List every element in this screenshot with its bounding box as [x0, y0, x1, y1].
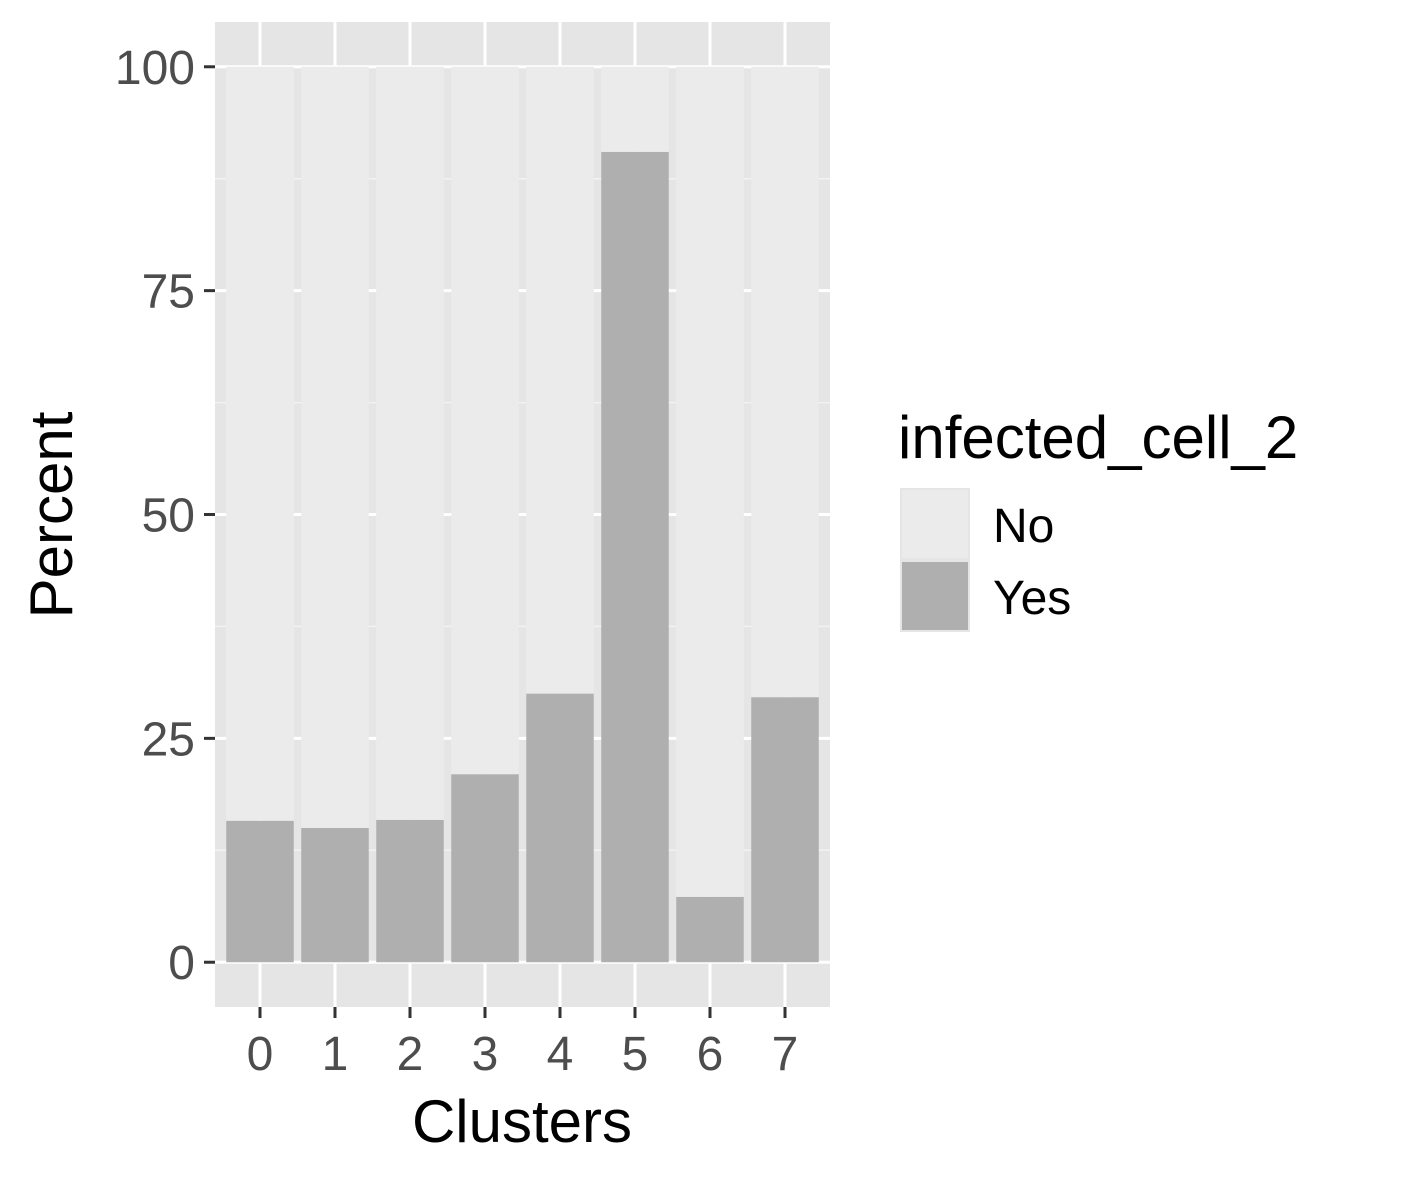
bar-no-6 — [676, 66, 744, 897]
x-tick-label: 1 — [322, 1028, 349, 1081]
bar-yes-4 — [526, 693, 594, 963]
legend: infected_cell_2 No Yes — [898, 404, 1298, 632]
y-tick-label: 75 — [142, 266, 195, 319]
x-tick-label: 6 — [697, 1028, 724, 1081]
bar-yes-2 — [376, 819, 444, 963]
legend-label-yes: Yes — [993, 572, 1071, 625]
bar-yes-6 — [676, 896, 744, 963]
bars — [226, 66, 819, 963]
x-tick-label: 2 — [397, 1028, 424, 1081]
y-tick-label: 100 — [115, 42, 195, 95]
legend-title: infected_cell_2 — [898, 404, 1298, 471]
bar-yes-5 — [601, 151, 669, 963]
x-tick-label: 0 — [247, 1028, 274, 1081]
x-tick-label: 3 — [472, 1028, 499, 1081]
bar-no-7 — [751, 66, 819, 698]
legend-label-no: No — [993, 500, 1054, 553]
y-axis: 0 25 50 75 100 — [115, 42, 215, 990]
y-tick-label: 50 — [142, 490, 195, 543]
bar-no-2 — [376, 66, 444, 820]
bar-no-5 — [601, 66, 669, 152]
x-tick-label: 4 — [547, 1028, 574, 1081]
y-tick-label: 25 — [142, 713, 195, 766]
bar-no-1 — [301, 66, 369, 828]
legend-swatch-no — [902, 490, 968, 558]
bar-yes-1 — [301, 827, 369, 963]
bar-yes-0 — [226, 820, 294, 963]
bar-yes-3 — [451, 774, 519, 963]
bar-no-3 — [451, 66, 519, 775]
x-axis-title: Clusters — [412, 1088, 632, 1155]
x-tick-label: 5 — [622, 1028, 649, 1081]
y-axis-title: Percent — [18, 411, 85, 618]
x-tick-label: 7 — [772, 1028, 799, 1081]
legend-swatch-yes — [902, 562, 968, 630]
y-tick-label: 0 — [168, 937, 195, 990]
bar-no-0 — [226, 66, 294, 821]
bar-no-4 — [526, 66, 594, 694]
bar-yes-7 — [751, 697, 819, 963]
